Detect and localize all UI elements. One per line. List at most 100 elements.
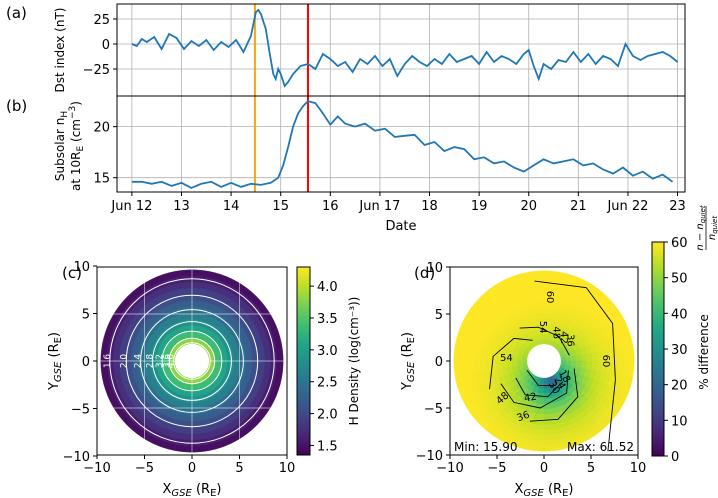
diff-contour-label-8: 54 [500, 353, 513, 364]
panel-b-x-ticks: Jun 12 13 14 15 16 Jun 17 18 19 20 21 Jun 22 23 [110, 192, 686, 214]
diff-cell-2-35 [570, 360, 577, 367]
panel-b-frame [116, 95, 686, 193]
panel-b-ylabel-line2: at 10RE (cm−3) [68, 101, 86, 191]
panel-d-colorbar-label: % difference [697, 314, 711, 389]
diff-cell-7-18 [484, 360, 492, 372]
density-contour-label-0: 1.6 [103, 354, 113, 369]
density-contour-0 [109, 278, 275, 444]
density-series-line [131, 100, 674, 189]
xtick-label-2: 14 [223, 199, 240, 214]
xtick-label-9: 21 [570, 199, 587, 214]
panel-c-colorbar-ticks: 4.0 3.5 3.0 2.5 2.0 1.5 [310, 280, 338, 454]
density-cell-1-23 [214, 360, 222, 369]
panel-a-dst: (a) 25 0 −25 Dst index (nT) [6, 3, 686, 97]
c-cbar-tick-label-3: 2.5 [317, 376, 338, 391]
cbar-d-frac-den: nquiet [707, 216, 718, 240]
ylabel-b-exp: −3 [68, 106, 78, 119]
xtick-label-5: Jun 17 [358, 199, 400, 214]
diff-cell-0-26 [539, 377, 545, 384]
ylabel-d-main: Y [400, 382, 415, 391]
ytick-label-1: 0 [102, 38, 110, 53]
cbar-d-frac-den-sub: quiet [711, 216, 718, 234]
ylabel-b-units: (cm [69, 119, 83, 146]
panel-b-label: (b) [6, 97, 27, 115]
d-cbar-tick-label-0: 60 [671, 236, 688, 251]
diff-contour-label-1: 54 [537, 321, 548, 334]
diff-cell-1-8 [543, 333, 550, 340]
density-contour-label-1: 2.0 [119, 354, 129, 369]
dst-series-line [131, 8, 679, 88]
diff-cell-4-0 [581, 353, 588, 362]
xtick-label-8: 20 [520, 199, 537, 214]
xtick-label-6: 18 [421, 199, 438, 214]
cbar-d-frac-num: n − nquiet [695, 205, 707, 251]
map-xtick-label-2: 0 [188, 461, 196, 476]
panel-b-grid [117, 96, 685, 192]
diff-cell-5-0 [586, 352, 593, 362]
panel-c-colorbar [296, 266, 311, 456]
diff-contour-4 [500, 370, 569, 409]
cbar-d-frac-den-text: n [707, 234, 718, 240]
map-xtick-label-0: −10 [436, 461, 463, 476]
panel-a-frame [116, 3, 686, 97]
cbar-d-frac-num-sub: quiet [699, 205, 707, 223]
xtick-label-10: Jun 22 [606, 199, 648, 214]
diff-cell-6-8 [543, 307, 554, 314]
density-contour-label-4: 3.2 [155, 354, 165, 368]
diff-cell-3-27 [543, 392, 551, 400]
diff-cell-0-35 [560, 360, 567, 366]
diff-contour-label-10: 42 [523, 391, 537, 404]
panel-a-label: (a) [6, 4, 27, 22]
density-contour-5 [168, 337, 216, 385]
density-contour-2 [140, 309, 244, 413]
diff-cell-0-17 [521, 356, 528, 362]
diff-cell-2-26 [538, 387, 545, 394]
map-xtick-label-1: −5 [135, 461, 154, 476]
xlabel-d-sub: GSE [523, 488, 544, 498]
ytick-label-2: −25 [83, 63, 110, 78]
panel-a-ylabel: Dst index (nT) [53, 8, 67, 93]
panel-d-ticks: −10 −5 0 5 10 10 5 0 −5 −10 [416, 261, 647, 476]
diff-cell-7-9 [533, 301, 545, 309]
diff-cell-7-26 [533, 413, 545, 421]
xtick-label-0: Jun 12 [110, 199, 152, 214]
map-ytick-label-0: 10 [73, 260, 90, 275]
panel-c-grid [97, 267, 287, 455]
ylabel-d-tail: (R [400, 343, 415, 361]
planet-hole-d [527, 344, 561, 378]
d-cbar-tick-label-3: 30 [671, 343, 688, 358]
map-ytick-label-2: 0 [435, 355, 443, 370]
diff-cell-13-35 [627, 360, 635, 377]
xlabel-c-sub: GSE [171, 488, 192, 498]
density-contour-1 [125, 294, 259, 428]
d-cbar-tick-label-5: 10 [671, 414, 688, 429]
panel-c-xlabel: XGSE (RE) [163, 482, 222, 498]
density-contour-label-6: 4.0 [167, 354, 177, 369]
density-cell-1-17 [184, 383, 193, 391]
ylabel-d-sub2: E [406, 337, 417, 343]
diff-cell-6-18 [490, 360, 497, 371]
panel-c-frame [96, 266, 288, 456]
ytick-label-1: 15 [93, 172, 110, 187]
cbar-d-frac-num-text: n − n [695, 223, 706, 250]
diff-cell-8-18 [479, 360, 487, 373]
map-xtick-label-4: 10 [630, 461, 647, 476]
panel-c-density-map: (c) 1.6 2.0 2.4 2.8 3.23.64.0 −10 −5 0 5 101050−… [47, 260, 361, 498]
diff-cell-4-35 [581, 360, 588, 369]
panel-a-grid [117, 4, 685, 96]
xlabel-d-close: ) [568, 482, 573, 497]
diff-cell-5-27 [543, 403, 553, 410]
panel-b-event-lines [253, 96, 309, 192]
panel-d-colorbar-fraction: n − nquiet nquiet [695, 205, 718, 251]
density-contour-label-3: 2.8 [146, 354, 156, 369]
diff-contour-3 [529, 368, 579, 422]
diff-cell-0-8 [543, 338, 549, 345]
diff-cell-8-17 [479, 349, 487, 362]
panel-d-min-text: Min: 15.90 [454, 440, 518, 454]
d-cbar-tick-label-1: 50 [671, 272, 688, 287]
xtick-label-3: 15 [272, 199, 289, 214]
ylabel-b-close: ) [69, 101, 83, 106]
diff-contour-label-3: 42 [558, 331, 569, 344]
panel-d-ylabel: YGSE (RE) [400, 332, 417, 391]
